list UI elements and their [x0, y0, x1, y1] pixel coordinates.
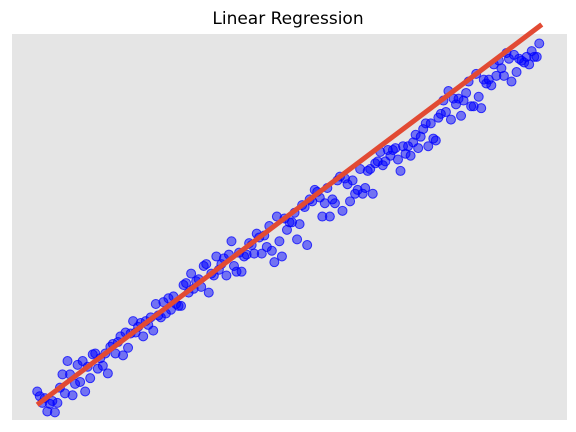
data-point	[138, 331, 149, 342]
data-point	[123, 342, 134, 353]
data-point	[329, 198, 340, 209]
data-point	[118, 350, 128, 361]
regression-line	[35, 22, 544, 407]
data-point	[473, 91, 484, 102]
data-point	[302, 240, 313, 251]
data-point	[102, 368, 113, 379]
data-point	[221, 270, 232, 281]
data-point	[256, 248, 267, 259]
data-point	[148, 325, 159, 336]
data-point	[236, 266, 247, 277]
data-point	[269, 257, 280, 268]
data-point	[405, 150, 416, 161]
data-point	[345, 196, 356, 207]
data-point	[85, 373, 96, 384]
data-point	[201, 259, 212, 270]
data-point	[226, 236, 237, 247]
data-point	[392, 154, 403, 165]
data-point	[337, 205, 348, 216]
data-point	[62, 356, 73, 367]
data-point	[367, 188, 378, 199]
data-point	[276, 251, 287, 262]
data-point	[430, 135, 441, 146]
data-point	[524, 59, 535, 70]
data-point	[347, 175, 358, 186]
data-point	[67, 390, 78, 401]
data-point	[476, 103, 487, 114]
data-point	[423, 141, 434, 152]
data-point	[176, 300, 187, 311]
data-point	[456, 110, 467, 121]
data-point	[294, 219, 305, 230]
data-point	[440, 106, 451, 117]
data-point	[274, 236, 285, 247]
data-point	[360, 183, 371, 194]
data-point	[186, 268, 197, 279]
data-point	[534, 38, 545, 49]
data-point	[266, 245, 277, 256]
data-point	[445, 114, 456, 125]
data-point	[461, 87, 472, 98]
data-point	[486, 80, 497, 91]
data-point	[324, 211, 335, 222]
data-point	[292, 234, 303, 245]
data-point	[80, 386, 91, 397]
data-point	[498, 70, 509, 81]
data-point	[425, 118, 436, 129]
data-point	[203, 287, 214, 298]
data-point	[49, 407, 60, 418]
data-point	[75, 376, 86, 387]
data-point	[413, 143, 424, 154]
data-point	[97, 360, 108, 371]
data-point	[531, 51, 542, 62]
data-point	[52, 397, 63, 408]
chart-title: Linear Regression	[212, 9, 363, 29]
data-point	[395, 165, 406, 176]
data-point	[181, 278, 192, 289]
data-point	[506, 76, 517, 87]
data-point	[511, 67, 522, 78]
